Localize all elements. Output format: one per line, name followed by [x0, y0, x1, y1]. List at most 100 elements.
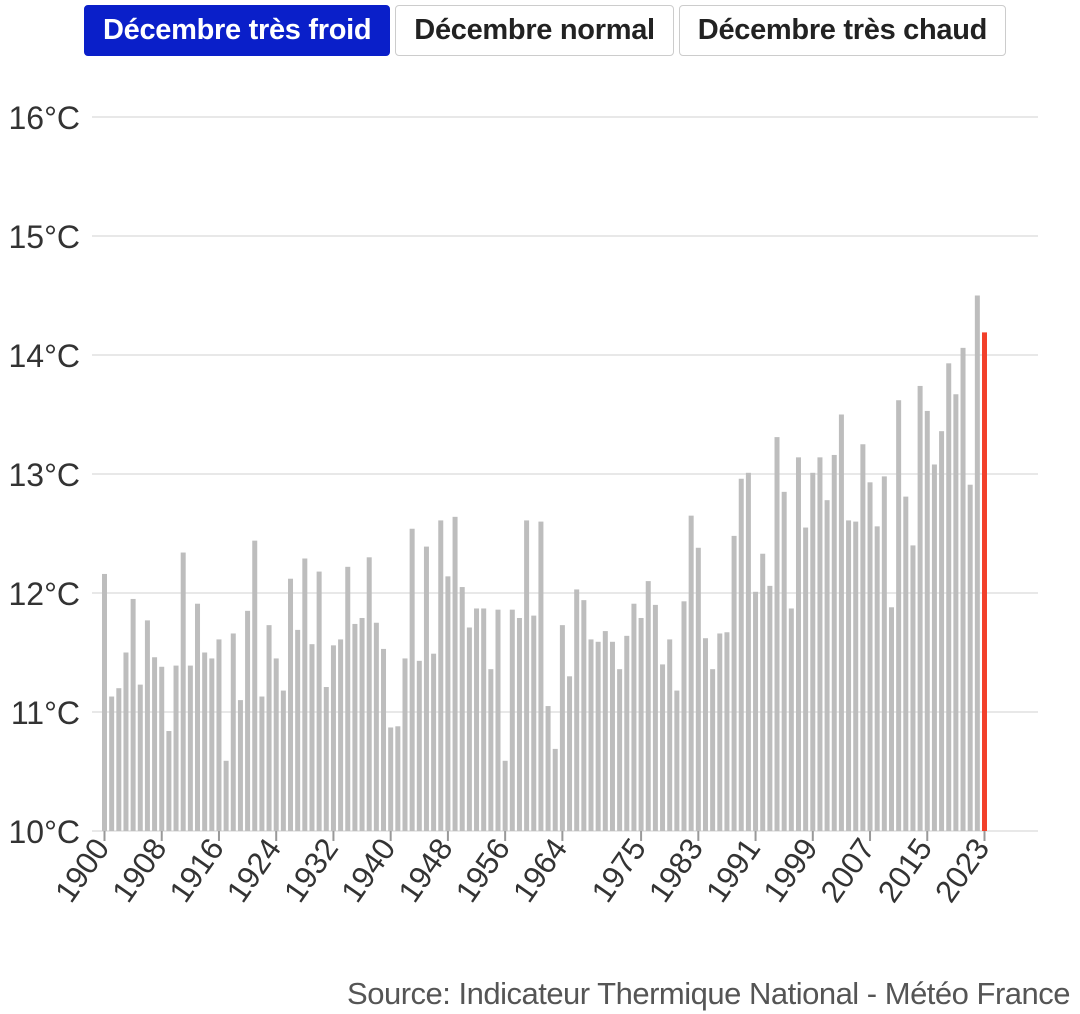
y-tick-label: 13°C [9, 457, 81, 493]
bar [967, 484, 973, 831]
bar [831, 454, 837, 831]
bar [338, 639, 344, 831]
y-tick-label: 12°C [9, 576, 81, 612]
bar [595, 641, 601, 831]
tab-decembre-tres-froid[interactable]: Décembre très froid [84, 5, 391, 56]
bar [388, 727, 394, 831]
bar [359, 617, 365, 831]
bar [209, 658, 215, 831]
source-note: Source: Indicateur Thermique National - … [347, 976, 1070, 1011]
bar [245, 610, 251, 831]
bar [924, 410, 930, 831]
bar [273, 658, 279, 831]
x-tick-label: 2023 [928, 832, 996, 909]
tab-bar: Décembre très froid Décembre normal Déce… [84, 5, 1007, 58]
bar [917, 385, 923, 831]
bar [373, 622, 379, 831]
bar [552, 748, 558, 831]
bar [888, 607, 894, 831]
bar [717, 633, 723, 831]
x-tick-label: 1908 [105, 832, 173, 909]
bar [774, 437, 780, 831]
bar [645, 581, 651, 831]
bar [545, 706, 551, 831]
bar [180, 552, 186, 831]
bar [266, 625, 272, 831]
bar [824, 500, 830, 831]
bar [280, 690, 286, 831]
x-tick-label: 1991 [699, 832, 767, 909]
bar [423, 546, 429, 831]
bar [202, 652, 208, 831]
bar [216, 639, 222, 831]
bar [931, 464, 937, 831]
bar [581, 600, 587, 831]
bar [602, 631, 608, 831]
bar [946, 363, 952, 831]
bar [982, 332, 987, 831]
bar [860, 444, 866, 831]
bar [538, 521, 544, 831]
bar [817, 457, 823, 831]
bar [481, 608, 487, 831]
bar [631, 603, 637, 831]
bar [896, 400, 902, 831]
bar [259, 696, 265, 831]
x-tick-label: 1940 [334, 832, 402, 909]
bar [316, 571, 322, 831]
bar [838, 414, 844, 831]
y-tick-label: 16°C [9, 100, 81, 136]
bar [939, 431, 945, 831]
x-tick-label: 2015 [871, 832, 939, 909]
bar [431, 653, 437, 831]
y-axis-ticks: 10°C 11°C 12°C 13°C 14°C 15°C 16°C [9, 100, 81, 850]
bar [438, 520, 444, 831]
bar [910, 545, 916, 831]
tab-decembre-normal[interactable]: Décembre normal [395, 5, 674, 56]
bar [323, 687, 329, 831]
x-tick-label: 2007 [814, 832, 882, 909]
bar [159, 666, 165, 831]
bar [738, 478, 744, 831]
bar [302, 558, 308, 831]
bar [702, 638, 708, 831]
bar [681, 601, 687, 831]
bar [567, 676, 573, 831]
bar [695, 547, 701, 831]
bar [881, 476, 887, 831]
bar [195, 603, 201, 831]
bar [874, 526, 880, 831]
bar [230, 633, 236, 831]
bar [130, 598, 136, 831]
x-tick-label: 1999 [756, 832, 824, 909]
bar [474, 608, 480, 831]
bar [724, 632, 730, 831]
y-tick-label: 10°C [9, 814, 81, 850]
y-tick-label: 14°C [9, 338, 81, 374]
bar [753, 591, 759, 831]
x-tick-label: 1924 [220, 832, 288, 909]
bar [953, 394, 959, 831]
bar [788, 608, 794, 831]
x-tick-label: 1956 [449, 832, 517, 909]
bar [574, 589, 580, 831]
bar [624, 635, 630, 831]
bar [381, 648, 387, 831]
bar [366, 557, 372, 831]
bar [345, 566, 351, 831]
bar [352, 623, 358, 831]
bar [760, 553, 766, 831]
y-tick-label: 11°C [11, 695, 80, 731]
bar [173, 665, 179, 831]
tab-decembre-tres-chaud[interactable]: Décembre très chaud [678, 5, 1007, 56]
bar [745, 472, 751, 831]
bar [810, 472, 816, 831]
bar [309, 644, 315, 831]
bar [330, 645, 336, 831]
x-tick-label: 1948 [391, 832, 459, 909]
bar [409, 528, 415, 831]
bar [903, 496, 909, 831]
bar [795, 457, 801, 831]
bar [237, 700, 243, 831]
